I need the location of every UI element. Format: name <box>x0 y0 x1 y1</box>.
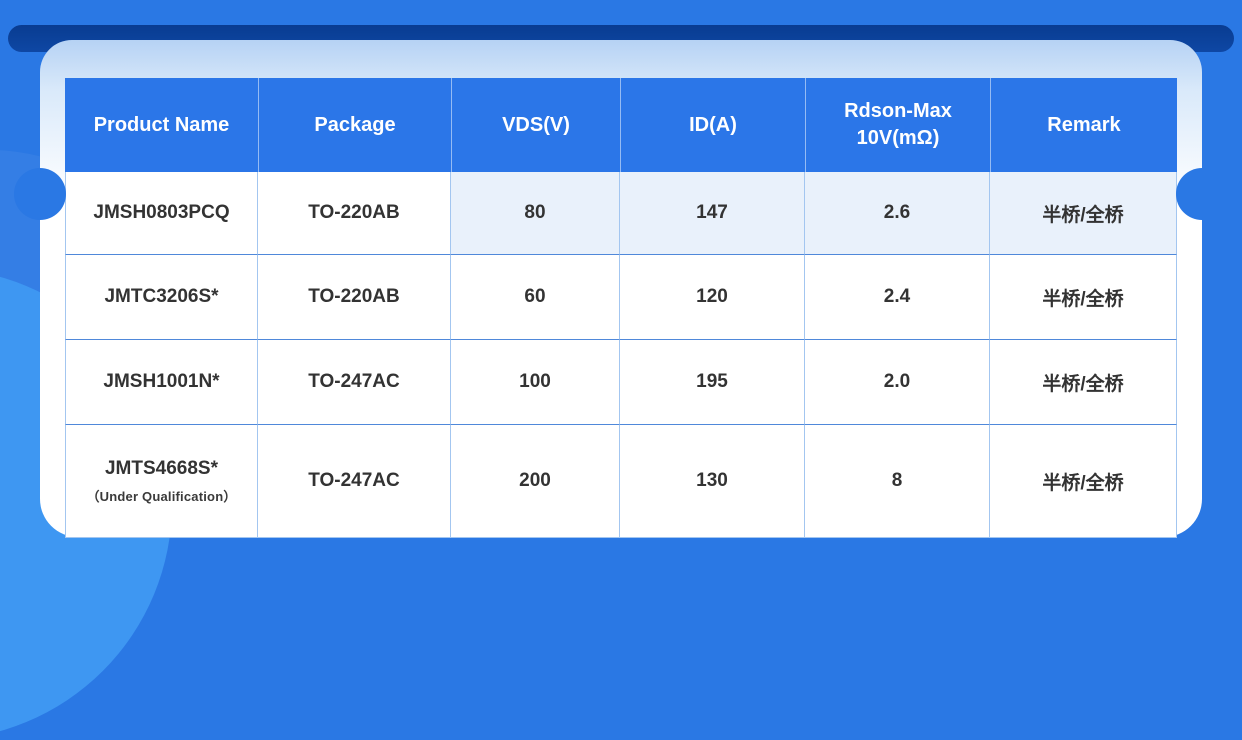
cell-id: 130 <box>620 425 805 538</box>
cell-id: 120 <box>620 255 805 340</box>
table-row: JMSH0803PCQ TO-220AB 80 147 2.6 半桥/全桥 <box>65 172 1177 255</box>
cell-vds: 60 <box>451 255 620 340</box>
cell-package: TO-247AC <box>258 425 451 538</box>
cell-product-name: JMTC3206S* <box>65 255 258 340</box>
cell-package: TO-247AC <box>258 340 451 425</box>
product-qualification-note: （Under Qualification） <box>86 488 237 504</box>
table-row: JMTC3206S* TO-220AB 60 120 2.4 半桥/全桥 <box>65 255 1177 340</box>
right-notch-circle <box>1176 168 1228 220</box>
col-header-remark: Remark <box>990 78 1177 172</box>
cell-remark: 半桥/全桥 <box>990 255 1177 340</box>
product-name-text: JMTS4668S* <box>104 457 218 479</box>
cell-remark: 半桥/全桥 <box>990 425 1177 538</box>
cell-product-name: JMSH1001N* <box>65 340 258 425</box>
col-header-package: Package <box>258 78 451 172</box>
cell-rdson: 2.4 <box>805 255 990 340</box>
cell-vds: 80 <box>451 172 620 255</box>
cell-package: TO-220AB <box>258 255 451 340</box>
cell-id: 147 <box>620 172 805 255</box>
cell-rdson: 2.6 <box>805 172 990 255</box>
cell-remark: 半桥/全桥 <box>990 172 1177 255</box>
cell-vds: 200 <box>451 425 620 538</box>
col-header-id: ID(A) <box>620 78 805 172</box>
left-notch-circle <box>14 168 66 220</box>
cell-rdson: 8 <box>805 425 990 538</box>
cell-rdson: 2.0 <box>805 340 990 425</box>
col-header-product-name: Product Name <box>65 78 258 172</box>
cell-id: 195 <box>620 340 805 425</box>
page-background: Product Name Package VDS(V) ID(A) Rdson-… <box>0 25 1234 740</box>
table-row: JMTS4668S* （Under Qualification） TO-247A… <box>65 425 1177 538</box>
col-header-vds: VDS(V) <box>451 78 620 172</box>
col-header-rdson: Rdson-Max 10V(mΩ) <box>805 78 990 172</box>
cell-vds: 100 <box>451 340 620 425</box>
table-header-row: Product Name Package VDS(V) ID(A) Rdson-… <box>65 78 1177 172</box>
cell-product-name: JMSH0803PCQ <box>65 172 258 255</box>
content-card: Product Name Package VDS(V) ID(A) Rdson-… <box>40 40 1202 538</box>
cell-product-name: JMTS4668S* （Under Qualification） <box>65 425 258 538</box>
table-row: JMSH1001N* TO-247AC 100 195 2.0 半桥/全桥 <box>65 340 1177 425</box>
cell-package: TO-220AB <box>258 172 451 255</box>
cell-remark: 半桥/全桥 <box>990 340 1177 425</box>
product-spec-table: Product Name Package VDS(V) ID(A) Rdson-… <box>65 78 1177 538</box>
